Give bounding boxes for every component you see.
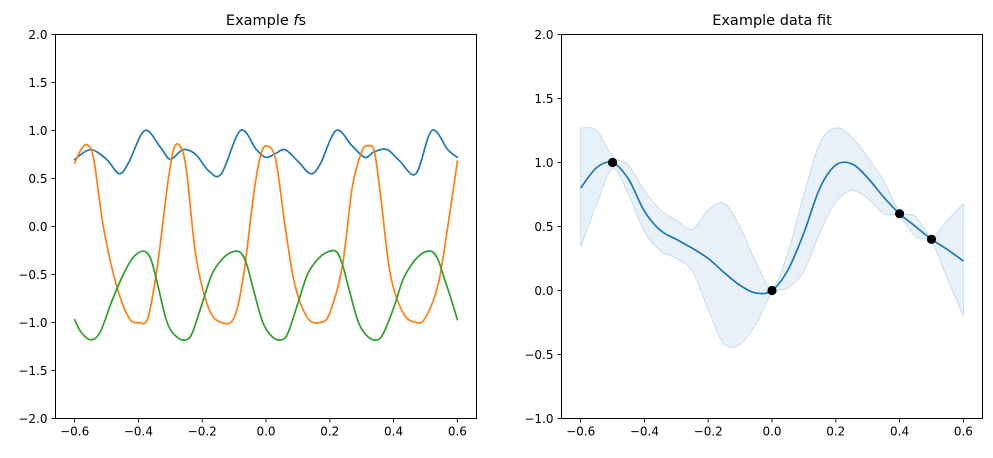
right-xtick-label: 0.6 bbox=[954, 425, 973, 439]
right-xtick-label: −0.2 bbox=[694, 425, 723, 439]
right-ytick-label: −1.0 bbox=[524, 412, 553, 426]
right-chart-title: Example data fit bbox=[712, 13, 832, 29]
right-xtick-label: 0.4 bbox=[890, 425, 909, 439]
left-ytick-label: −1.0 bbox=[18, 316, 47, 330]
right-ytick-label: 0.0 bbox=[534, 284, 553, 298]
left-ytick-label: 0.5 bbox=[28, 172, 47, 186]
left-axes-frame bbox=[55, 34, 477, 419]
left-ytick-label: −1.5 bbox=[18, 364, 47, 378]
left-xtick-label: −0.4 bbox=[124, 425, 153, 439]
right-ytick-label: −0.5 bbox=[524, 348, 553, 362]
left-ytick-label: 0.0 bbox=[28, 220, 47, 234]
left-xtick-label: 0.4 bbox=[384, 425, 403, 439]
series-line-sample-1 bbox=[73, 129, 459, 178]
left-chart-title: Example fs bbox=[226, 13, 306, 29]
left-ytick-label: 1.0 bbox=[28, 124, 47, 138]
left-ytick-label: −0.5 bbox=[18, 268, 47, 282]
right-subplot: −0.6 −0.4 −0.2 0.0 0.2 0.4 0.6 −1.0 −0.5 0.0 0.5 1.… bbox=[524, 13, 983, 439]
data-point bbox=[926, 234, 937, 244]
data-point bbox=[767, 285, 777, 296]
data-point bbox=[894, 209, 905, 219]
confidence-band bbox=[580, 127, 964, 349]
left-xtick-label: 0.0 bbox=[256, 425, 275, 439]
left-ytick-label: −2.0 bbox=[18, 412, 47, 426]
left-subplot: −0.6 −0.4 −0.2 0.0 0.2 0.4 0.6 −2.0 −1.5 −1.0 −0.5… bbox=[18, 13, 477, 439]
left-xtick-label: 0.6 bbox=[448, 425, 467, 439]
left-ytick-label: 2.0 bbox=[28, 28, 47, 42]
right-xtick-label: 0.0 bbox=[762, 425, 781, 439]
right-xtick-label: −0.6 bbox=[566, 425, 595, 439]
left-xtick-label: −0.6 bbox=[60, 425, 89, 439]
right-ytick-label: 2.0 bbox=[534, 28, 553, 42]
right-ytick-label: 0.5 bbox=[534, 220, 553, 234]
series-line-sample-2 bbox=[73, 142, 459, 325]
right-xtick-label: −0.4 bbox=[630, 425, 659, 439]
left-ytick-label: 1.5 bbox=[28, 76, 47, 90]
left-xtick-label: −0.2 bbox=[188, 425, 217, 439]
left-xtick-label: 0.2 bbox=[320, 425, 339, 439]
right-xtick-label: 0.2 bbox=[826, 425, 845, 439]
series-line-sample-3 bbox=[73, 249, 459, 341]
data-point bbox=[607, 157, 618, 168]
right-ytick-label: 1.0 bbox=[534, 156, 553, 170]
right-ytick-label: 1.5 bbox=[534, 92, 553, 106]
